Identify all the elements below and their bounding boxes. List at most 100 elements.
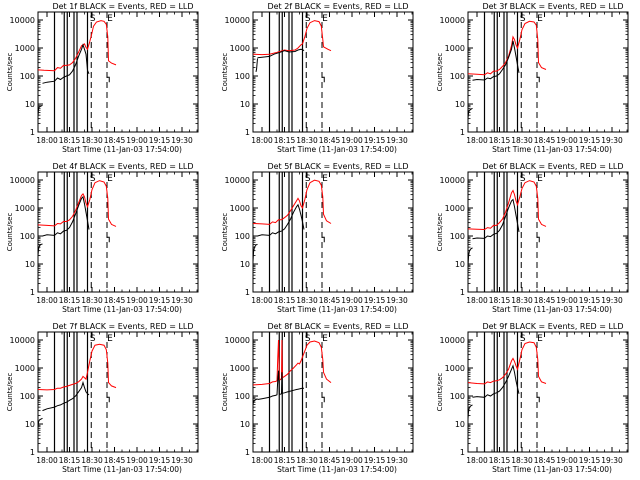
- events-tail-mark: [107, 236, 110, 243]
- x-tick-label: 19:15: [579, 296, 601, 305]
- series-black-events: [255, 58, 258, 72]
- x-tick-label: 18:45: [104, 456, 126, 465]
- x-tick-label: 18:15: [274, 136, 296, 145]
- start-marker: S: [520, 174, 526, 184]
- start-marker: S: [520, 14, 526, 24]
- x-tick-label: 19:15: [364, 296, 386, 305]
- start-marker: S: [305, 174, 311, 184]
- plot-frame: [467, 331, 629, 453]
- plot-frame: [37, 331, 199, 453]
- y-tick-label: 1: [245, 288, 250, 297]
- y-tick-label: 100: [235, 392, 250, 401]
- y-tick-label: 1: [245, 448, 250, 457]
- x-tick-label: 18:30: [296, 296, 318, 305]
- series-red-lld: [468, 180, 547, 231]
- x-tick-label: 18:15: [489, 456, 511, 465]
- x-axis-label: Start Time (11-Jan-03 17:54:00): [277, 465, 397, 474]
- x-tick-label: 19:00: [126, 296, 148, 305]
- events-tail-mark: [322, 396, 325, 403]
- x-tick-label: 19:00: [556, 456, 578, 465]
- y-tick-label: 10: [455, 100, 465, 109]
- series-black-events: [38, 243, 43, 256]
- end-marker: E: [537, 14, 543, 24]
- x-tick-label: 18:00: [36, 136, 58, 145]
- events-tail-mark: [107, 396, 110, 403]
- events-tail-mark: [322, 236, 325, 243]
- plot-frame: [252, 331, 414, 453]
- x-tick-label: 19:15: [149, 136, 171, 145]
- y-tick-label: 100: [450, 392, 465, 401]
- x-axis-label: Start Time (11-Jan-03 17:54:00): [62, 465, 182, 474]
- y-tick-label: 1: [460, 288, 465, 297]
- y-tick-label: 100: [20, 232, 35, 241]
- y-tick-label: 100: [235, 232, 250, 241]
- y-axis-label: Counts/sec: [436, 213, 444, 252]
- x-tick-label: 18:30: [296, 136, 318, 145]
- y-tick-label: 10000: [225, 336, 250, 345]
- chart-title: Det 8f BLACK = Events, RED = LLD: [267, 322, 408, 331]
- x-tick-label: 18:30: [296, 456, 318, 465]
- x-tick-label: 18:00: [251, 296, 273, 305]
- x-tick-label: 18:00: [466, 456, 488, 465]
- y-tick-label: 10000: [10, 16, 35, 25]
- chart-title: Det 3f BLACK = Events, RED = LLD: [482, 2, 623, 11]
- series-red-lld: [38, 180, 117, 227]
- x-tick-label: 19:30: [601, 456, 623, 465]
- x-tick-label: 19:15: [579, 456, 601, 465]
- chart-panel-6: 1 10 100 1000 10000 18:00 18:15 18:30 18:45 19:00…: [436, 162, 629, 314]
- x-tick-label: 18:15: [489, 136, 511, 145]
- x-tick-label: 19:00: [556, 296, 578, 305]
- plot-frame: [37, 11, 199, 133]
- series-black-events: [472, 40, 520, 81]
- x-tick-label: 18:15: [59, 136, 81, 145]
- y-axis-label: Counts/sec: [221, 373, 229, 412]
- start-marker: S: [90, 334, 96, 344]
- x-axis-label: Start Time (11-Jan-03 17:54:00): [62, 145, 182, 154]
- y-tick-label: 10: [240, 420, 250, 429]
- chart-title: Det 4f BLACK = Events, RED = LLD: [52, 162, 193, 171]
- y-axis-label: Counts/sec: [6, 373, 14, 412]
- plot-frame: [467, 11, 629, 133]
- series-black-events: [253, 398, 258, 405]
- x-tick-label: 19:15: [149, 296, 171, 305]
- x-tick-label: 19:00: [126, 136, 148, 145]
- y-tick-label: 1: [460, 448, 465, 457]
- y-tick-label: 10000: [440, 336, 465, 345]
- end-marker: E: [107, 14, 113, 24]
- x-tick-label: 18:15: [59, 296, 81, 305]
- x-axis-label: Start Time (11-Jan-03 17:54:00): [492, 305, 612, 314]
- series-red-lld: [253, 20, 332, 56]
- start-marker: S: [305, 14, 311, 24]
- series-black-events: [257, 370, 304, 400]
- start-marker: S: [90, 14, 96, 24]
- series-red-lld: [468, 341, 547, 385]
- x-tick-label: 18:00: [251, 456, 273, 465]
- y-axis-label: Counts/sec: [6, 53, 14, 92]
- x-tick-label: 18:45: [319, 136, 341, 145]
- y-tick-label: 10: [25, 100, 35, 109]
- x-tick-label: 18:30: [81, 296, 103, 305]
- x-tick-label: 18:45: [534, 136, 556, 145]
- chart-title: Det 6f BLACK = Events, RED = LLD: [482, 162, 623, 171]
- x-tick-label: 19:00: [126, 456, 148, 465]
- x-tick-label: 18:00: [36, 296, 58, 305]
- x-tick-label: 19:30: [171, 456, 193, 465]
- end-marker: E: [322, 174, 328, 184]
- y-tick-label: 1000: [445, 364, 465, 373]
- end-marker: E: [537, 334, 543, 344]
- series-black-events: [253, 243, 258, 262]
- end-marker: E: [322, 334, 328, 344]
- plot-frame: [467, 171, 629, 293]
- series-black-events: [257, 203, 305, 237]
- chart-title: Det 2f BLACK = Events, RED = LLD: [267, 2, 408, 11]
- x-tick-label: 18:00: [36, 456, 58, 465]
- x-tick-label: 19:30: [386, 296, 408, 305]
- chart-panel-3: 1 10 100 1000 10000 18:00 18:15 18:30 18:45 19:00…: [436, 2, 629, 154]
- series-black-events: [472, 364, 520, 398]
- y-tick-label: 1: [30, 128, 35, 137]
- series-red-lld: [253, 179, 332, 225]
